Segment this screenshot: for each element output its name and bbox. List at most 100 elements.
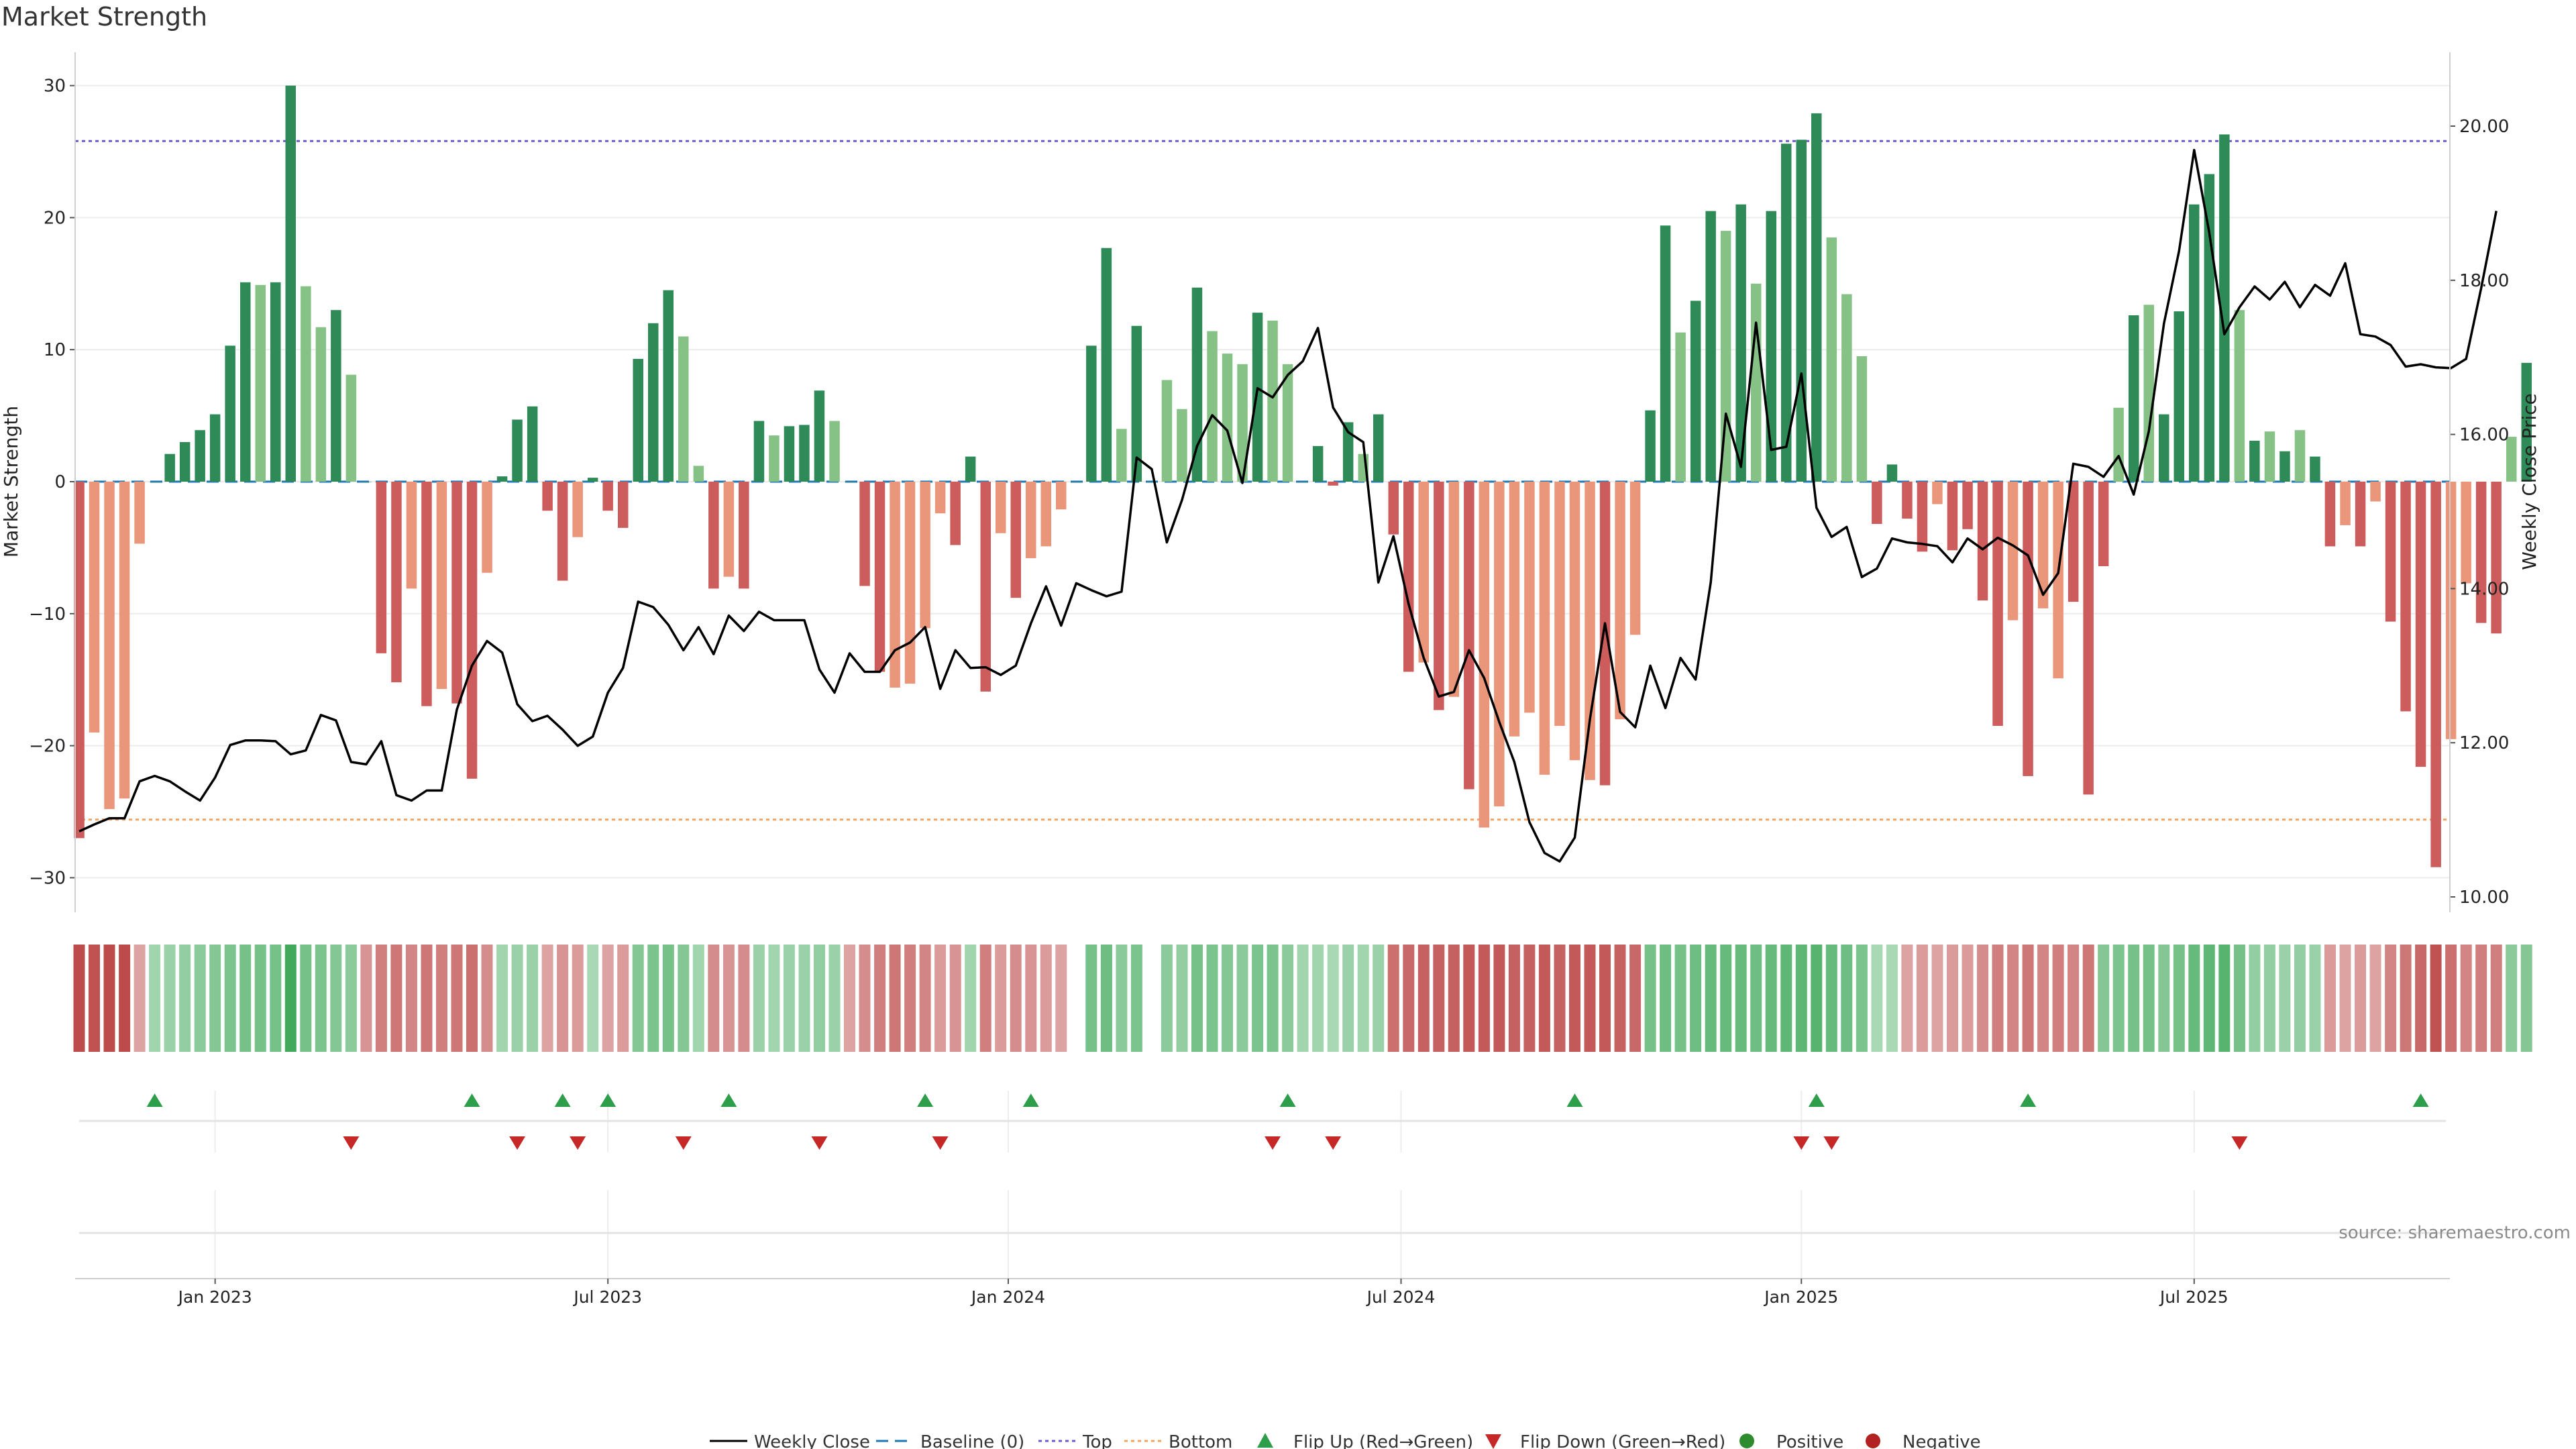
heat-cell — [1206, 945, 1218, 1052]
heat-cell — [1977, 945, 1988, 1052]
strength-bar — [678, 336, 689, 482]
strength-bar — [1902, 482, 1913, 519]
heat-cell — [2098, 945, 2110, 1052]
heat-cell — [1856, 945, 1868, 1052]
y-tick-label: −20 — [29, 737, 66, 757]
strength-bar — [708, 482, 719, 589]
strength-bar — [1177, 409, 1187, 482]
strength-bar — [618, 482, 629, 528]
y2-tick-label: 20.00 — [2459, 117, 2509, 137]
heat-cell — [2415, 945, 2427, 1052]
strength-bar — [270, 282, 281, 482]
strength-bar — [2385, 482, 2396, 622]
strength-bar — [859, 482, 870, 586]
heat-cell — [1660, 945, 1672, 1052]
heat-cell — [814, 945, 825, 1052]
heat-cell — [481, 945, 493, 1052]
flip-up-marker — [2020, 1093, 2037, 1107]
heat-cell — [1493, 945, 1505, 1052]
heat-cell — [194, 945, 206, 1052]
heat-cell — [2430, 945, 2442, 1052]
strength-bar — [2083, 482, 2094, 795]
strength-bar — [104, 482, 115, 810]
heat-cell — [1569, 945, 1580, 1052]
strength-bar — [2294, 430, 2306, 482]
strength-bar — [965, 456, 976, 482]
heat-cell — [527, 945, 539, 1052]
strength-bar — [2219, 134, 2230, 482]
strength-bar — [240, 282, 251, 482]
flip-up-marker — [1022, 1093, 1039, 1107]
heat-cell — [1584, 945, 1596, 1052]
strength-bar — [2475, 482, 2487, 623]
heat-cell — [284, 945, 297, 1052]
strength-bar — [1992, 482, 2003, 727]
strength-bar — [1010, 482, 1021, 598]
heat-cell — [2249, 945, 2261, 1052]
strength-bar — [829, 421, 840, 482]
flip-down-marker — [1823, 1136, 1840, 1150]
strength-bar — [1766, 211, 1776, 482]
heat-cell — [1992, 945, 2004, 1052]
strength-heatmap-strip — [73, 945, 2532, 1052]
strength-bar — [1599, 482, 1611, 786]
flip-up-marker — [1808, 1093, 1825, 1107]
heat-cell — [2173, 945, 2185, 1052]
strength-bar — [814, 390, 825, 482]
strength-bar — [934, 482, 946, 514]
heat-cell — [511, 945, 523, 1052]
strength-bar — [663, 290, 674, 482]
strength-bar — [225, 345, 235, 482]
heat-cell — [1538, 945, 1550, 1052]
legend-bottom-label: Bottom — [1169, 1432, 1232, 1449]
y2-axis-label: Weekly Close Price — [2518, 393, 2540, 570]
strength-bar — [1237, 364, 1248, 482]
heat-cell — [1614, 945, 1626, 1052]
heat-cell — [2203, 945, 2215, 1052]
heat-cell — [1297, 945, 1309, 1052]
heat-cell — [1947, 945, 1958, 1052]
weekly-close-line-group — [78, 148, 2498, 863]
heat-cell — [1055, 945, 1067, 1052]
heat-cell — [330, 945, 342, 1052]
heat-cell — [1720, 945, 1732, 1052]
flip-up-marker — [917, 1093, 934, 1107]
heat-cell — [2520, 945, 2532, 1052]
strength-bar — [799, 425, 810, 482]
strength-bar — [1056, 482, 1067, 510]
strength-bar — [406, 482, 417, 589]
strength-bar — [874, 482, 885, 672]
heat-cell — [1222, 945, 1233, 1052]
flip-down-marker — [675, 1136, 692, 1150]
heat-cell — [2112, 945, 2125, 1052]
heat-cell — [1841, 945, 1853, 1052]
strength-bar — [2053, 482, 2063, 679]
strength-bar — [2204, 174, 2215, 482]
legend-flip-down-label: Flip Down (Green→Red) — [1520, 1432, 1725, 1449]
heat-cell — [692, 945, 704, 1052]
heat-cell — [2445, 945, 2457, 1052]
heat-cell — [2128, 945, 2140, 1052]
heat-cell — [1085, 945, 1097, 1052]
heat-cell — [1433, 945, 1445, 1052]
heat-cell — [1750, 945, 1762, 1052]
strength-bar — [648, 323, 659, 482]
strength-bar — [1207, 331, 1218, 482]
heat-cell — [1025, 945, 1037, 1052]
y2-tick-label: 18.00 — [2459, 271, 2509, 291]
strength-bar — [587, 478, 598, 482]
heat-cell — [1267, 945, 1279, 1052]
heat-cell — [2068, 945, 2080, 1052]
heat-cell — [1373, 945, 1385, 1052]
y-tick-label: 20 — [44, 208, 66, 228]
strength-bar — [1479, 482, 1490, 828]
heat-cell — [647, 945, 659, 1052]
strength-bar — [1796, 140, 1807, 482]
strength-bar — [1403, 482, 1414, 672]
heat-cell — [496, 945, 508, 1052]
heat-cell — [73, 945, 85, 1052]
strength-bar — [1705, 211, 1716, 482]
flip-down-marker — [1265, 1136, 1281, 1150]
strength-bar — [784, 426, 795, 482]
strength-bar — [2159, 414, 2169, 482]
